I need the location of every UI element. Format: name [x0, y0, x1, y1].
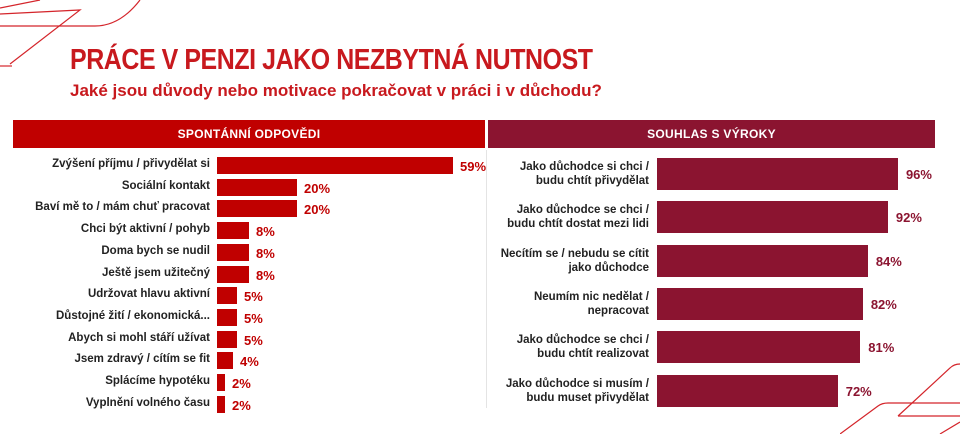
category-label-line: Jako důchodce si chci /	[519, 161, 649, 173]
value-label: 20%	[304, 180, 331, 196]
value-label: 82%	[870, 296, 897, 312]
category-label: Důstojné žití / ekonomická...	[55, 309, 210, 322]
value-label: 84%	[875, 253, 902, 269]
category-label: Vyplnění volného času	[85, 396, 210, 409]
category-label-line: budu muset přivydělat	[526, 391, 649, 404]
category-label: Jako důchodce se chci / budu chtít realiz…	[517, 333, 649, 361]
value-label: 81%	[868, 340, 895, 356]
decorative-lines-bottom-right-icon	[840, 363, 960, 434]
category-label: Udržovat hlavu aktivní	[87, 288, 210, 301]
value-label: 5%	[244, 310, 263, 326]
value-label: 8%	[256, 245, 275, 261]
page-title: PRÁCE V PENZI JAKO NEZBYTNÁ NUTNOST	[70, 44, 593, 76]
category-label-line: nepracovat	[587, 304, 649, 317]
value-label: 2%	[232, 397, 251, 413]
data-bar	[217, 222, 249, 240]
category-label-line: Necítím se / nebudu se cítit	[500, 247, 649, 260]
value-label: 20%	[304, 202, 331, 218]
data-bar	[217, 157, 453, 174]
value-label: 92%	[895, 210, 922, 226]
category-label-line: Jako důchodce si musím /	[505, 377, 649, 390]
value-label: 72%	[845, 383, 872, 399]
value-label: 4%	[240, 354, 259, 370]
data-bar	[217, 287, 237, 305]
data-bar	[217, 243, 249, 261]
value-label: 8%	[256, 267, 275, 283]
category-label-line: budu chtít realizovat	[537, 348, 649, 361]
category-label: Jako důchodce si chci / budu chtít přivyd…	[520, 160, 649, 188]
data-bar	[217, 330, 237, 348]
category-label: Doma bych se nudil	[101, 244, 210, 257]
category-label: Abych si mohl stáří užívat	[68, 331, 210, 344]
decorative-lines-top-left-icon	[0, 0, 141, 67]
category-label: Splácíme hypotéku	[105, 375, 210, 387]
category-label-line: Jako důchodce se chci /	[516, 204, 649, 217]
data-bar	[657, 331, 861, 364]
category-label-line: budu chtít přivydělat	[535, 175, 649, 187]
data-bar	[657, 374, 838, 407]
category-label: Baví mě to / mám chuť pracovat	[35, 201, 210, 214]
value-label: 59%	[460, 159, 487, 174]
data-bar	[217, 308, 237, 326]
page-subtitle: Jaké jsou důvody nebo motivace pokračova…	[70, 81, 602, 100]
data-bar	[657, 158, 898, 190]
value-label: 5%	[244, 289, 263, 305]
category-label-line: Neumím nic nedělat /	[533, 290, 649, 303]
category-label: Jako důchodce si musím / budu muset přivy…	[506, 377, 649, 405]
value-label: 2%	[232, 376, 251, 391]
panel-header-spontaneous: SPONTÁNNÍ ODPOVĚDI	[13, 120, 485, 148]
data-bar	[657, 201, 888, 234]
data-bar	[657, 244, 868, 277]
data-bar	[657, 287, 863, 320]
category-label: Neumím nic nedělat / nepracovat	[534, 290, 649, 318]
category-label: Jako důchodce se chci / budu chtít dostat…	[507, 203, 649, 231]
category-label: Jsem zdravý / cítím se fit	[74, 353, 210, 366]
category-label: Necítím se / nebudu se cítit jako důchodc…	[501, 247, 649, 275]
category-label: Ještě jsem užitečný	[101, 266, 210, 279]
category-label: Chci být aktivní / pohyb	[80, 223, 210, 236]
value-label: 96%	[905, 167, 932, 182]
category-label-line: budu chtít dostat mezi lidi	[507, 218, 649, 231]
data-bar	[217, 200, 297, 218]
category-label: Sociální kontakt	[121, 179, 210, 192]
data-bar	[217, 178, 297, 196]
category-label-line: Jako důchodce se chci /	[516, 334, 649, 347]
category-label: Zvýšení příjmu / přivydělat si	[52, 158, 210, 170]
data-bar	[217, 374, 225, 391]
value-label: 8%	[256, 224, 275, 240]
value-label: 5%	[244, 332, 263, 348]
panel-divider	[486, 150, 487, 408]
category-label-line: jako důchodce	[568, 261, 649, 274]
data-bar	[217, 395, 225, 413]
panel-header-agreement: SOUHLAS S VÝROKY	[488, 120, 935, 148]
data-bar	[217, 265, 249, 283]
data-bar	[217, 352, 233, 370]
